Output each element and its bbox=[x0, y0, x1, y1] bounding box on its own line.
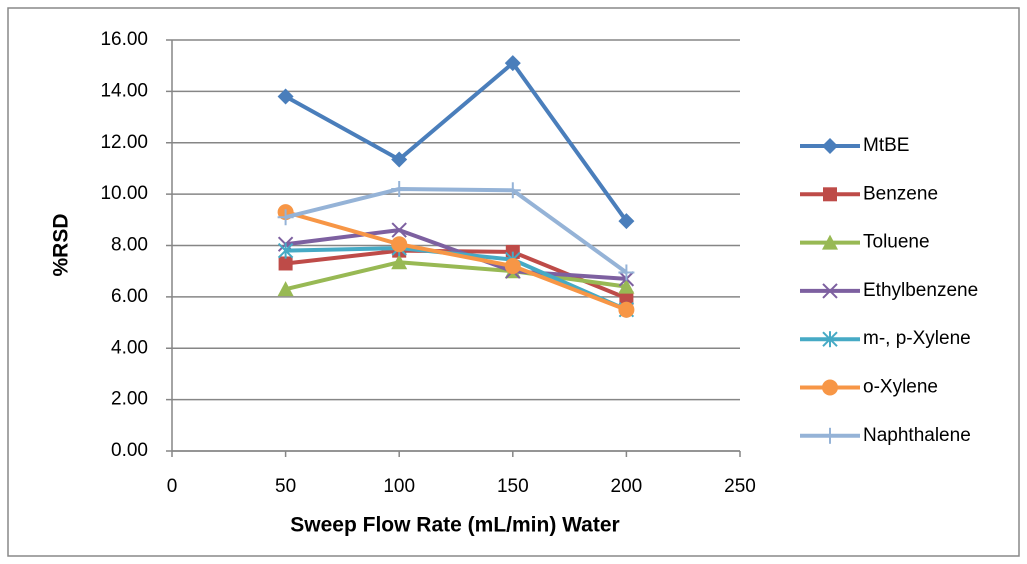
marker bbox=[822, 234, 838, 250]
marker bbox=[822, 331, 838, 348]
marker bbox=[504, 258, 521, 275]
y-tick-label: 12.00 bbox=[100, 132, 148, 153]
x-tick-label: 150 bbox=[497, 476, 529, 497]
legend-label: o-Xylene bbox=[863, 377, 938, 398]
marker-shape bbox=[823, 187, 837, 202]
legend-label: m-, p-Xylene bbox=[863, 328, 971, 349]
marker bbox=[822, 138, 838, 154]
marker bbox=[618, 213, 635, 230]
legend-label: Toluene bbox=[863, 232, 930, 253]
marker bbox=[504, 182, 521, 199]
marker bbox=[823, 187, 837, 202]
marker-shape bbox=[618, 278, 635, 294]
x-axis-title: Sweep Flow Rate (mL/min) Water bbox=[290, 514, 619, 537]
marker-shape bbox=[278, 256, 293, 271]
marker bbox=[278, 256, 293, 271]
y-tick-label: 0.00 bbox=[111, 440, 148, 461]
x-tick-label: 200 bbox=[611, 476, 643, 497]
marker bbox=[822, 427, 838, 444]
marker-shape bbox=[391, 236, 408, 253]
marker-shape bbox=[277, 281, 294, 297]
marker bbox=[619, 291, 634, 306]
x-tick-label: 50 bbox=[275, 476, 296, 497]
legend-label: Benzene bbox=[863, 183, 938, 204]
marker bbox=[618, 264, 635, 281]
legend-label: MtBE bbox=[863, 135, 909, 156]
marker bbox=[277, 209, 294, 226]
y-axis-title: %RSD bbox=[50, 213, 73, 276]
marker-shape bbox=[618, 301, 635, 318]
series-line bbox=[285, 228, 627, 281]
marker-shape bbox=[504, 55, 521, 72]
series-line bbox=[285, 210, 628, 312]
series-line bbox=[285, 260, 627, 292]
marker-shape bbox=[504, 258, 521, 275]
marker bbox=[391, 236, 408, 253]
marker-shape bbox=[618, 213, 635, 230]
marker bbox=[391, 180, 408, 197]
legend-label: Naphthalene bbox=[863, 425, 971, 446]
y-tick-label: 10.00 bbox=[100, 183, 148, 204]
marker-stroke bbox=[822, 283, 838, 299]
marker bbox=[822, 283, 838, 299]
y-tick-label: 16.00 bbox=[100, 29, 148, 50]
marker bbox=[391, 222, 407, 238]
x-tick-label: 100 bbox=[383, 476, 415, 497]
y-tick-label: 6.00 bbox=[111, 286, 148, 307]
marker bbox=[504, 55, 521, 72]
series-line bbox=[284, 61, 629, 223]
marker bbox=[822, 379, 838, 396]
y-tick-label: 4.00 bbox=[111, 337, 148, 358]
marker-shape bbox=[619, 291, 634, 306]
y-tick-label: 2.00 bbox=[111, 389, 148, 410]
x-tick-label: 250 bbox=[724, 476, 756, 497]
marker-stroke bbox=[391, 222, 407, 238]
marker-shape bbox=[822, 138, 838, 154]
marker bbox=[277, 281, 294, 297]
marker-shape bbox=[822, 234, 838, 250]
marker bbox=[277, 88, 294, 105]
y-tick-label: 8.00 bbox=[111, 235, 148, 256]
legend-label: Ethylbenzene bbox=[863, 280, 978, 301]
marker-shape bbox=[391, 254, 408, 270]
series-line bbox=[285, 186, 628, 275]
marker-shape bbox=[277, 88, 294, 105]
marker bbox=[618, 278, 635, 294]
marker bbox=[391, 254, 408, 270]
chart-frame bbox=[7, 7, 1020, 557]
x-tick-label: 0 bbox=[167, 476, 178, 497]
y-tick-label: 14.00 bbox=[100, 80, 148, 101]
marker bbox=[391, 151, 408, 168]
marker bbox=[618, 301, 635, 318]
marker-shape bbox=[822, 379, 838, 396]
marker-shape bbox=[391, 151, 408, 168]
marker bbox=[277, 242, 294, 259]
